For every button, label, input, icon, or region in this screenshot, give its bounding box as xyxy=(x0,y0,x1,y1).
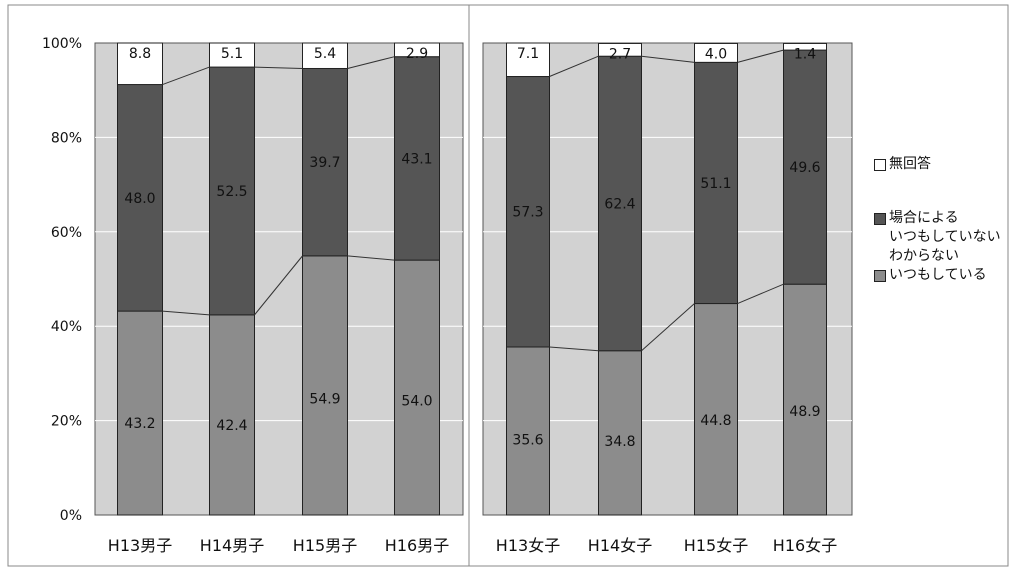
data-label-no-answer: 8.8 xyxy=(129,46,151,62)
data-label-always: 42.4 xyxy=(216,418,247,434)
data-label-always: 44.8 xyxy=(700,413,731,429)
data-label-no-answer: 7.1 xyxy=(517,46,539,62)
category-label: H13男子 xyxy=(108,536,172,555)
y-tick-label: 20% xyxy=(51,414,82,430)
bar-segment-sometimes xyxy=(506,76,550,348)
bar-segment-sometimes xyxy=(783,49,827,285)
data-label-sometimes: 62.4 xyxy=(604,196,635,212)
data-label-always: 43.2 xyxy=(124,416,155,432)
data-label-sometimes: 52.5 xyxy=(216,184,247,200)
y-tick-label: 60% xyxy=(51,225,82,241)
data-label-sometimes: 43.1 xyxy=(401,151,432,167)
legend-item-no-answer: 無回答 xyxy=(874,155,1014,174)
figure-frame xyxy=(7,4,1009,567)
data-label-no-answer: 5.4 xyxy=(314,46,336,62)
bar-segment-no-answer xyxy=(117,42,163,86)
data-label-always: 48.9 xyxy=(789,404,820,420)
bar-segment-sometimes xyxy=(694,61,738,305)
bar-segment-always xyxy=(506,346,550,516)
category-label: H15男子 xyxy=(293,536,357,555)
series-connector-line xyxy=(254,66,303,69)
data-label-sometimes: 49.6 xyxy=(789,160,820,176)
y-tick-label: 40% xyxy=(51,319,82,335)
series-connector-line xyxy=(737,283,784,305)
data-label-always: 54.9 xyxy=(309,391,340,407)
bar-segment-always xyxy=(694,303,738,516)
bar-segment-sometimes xyxy=(598,55,642,352)
bar-segment-always xyxy=(783,283,827,516)
data-label-sometimes: 57.3 xyxy=(512,205,543,221)
category-label: H14女子 xyxy=(588,536,652,555)
bar-segment-no-answer xyxy=(394,42,440,58)
series-connector-line xyxy=(549,55,599,77)
data-label-no-answer: 5.1 xyxy=(221,46,243,62)
legend-label-no-answer: 無回答 xyxy=(889,156,931,172)
series-connector-line xyxy=(162,310,210,316)
data-label-no-answer: 2.9 xyxy=(406,46,428,62)
bar-segment-always xyxy=(302,255,348,516)
series-connector-line xyxy=(641,303,695,352)
data-label-no-answer: 1.4 xyxy=(794,46,816,62)
bar-segment-no-answer xyxy=(598,42,642,57)
legend-swatch-always xyxy=(874,270,886,282)
bar-segment-always xyxy=(394,259,440,516)
data-label-always: 35.6 xyxy=(512,432,543,448)
bar-segment-always xyxy=(209,314,255,516)
series-connector-line xyxy=(347,255,395,261)
category-label: H16女子 xyxy=(773,536,837,555)
data-label-sometimes: 48.0 xyxy=(124,191,155,207)
data-label-always: 34.8 xyxy=(604,434,635,450)
legend: 無回答 場合による いつもしていない わからない いつもしている xyxy=(874,155,1014,285)
category-label: H16男子 xyxy=(385,536,449,555)
category-label: H14男子 xyxy=(200,536,264,555)
bar-segment-no-answer xyxy=(209,42,255,68)
legend-label-sometimes: 場合による いつもしていない わからない xyxy=(889,210,1001,264)
category-label: H15女子 xyxy=(684,536,748,555)
y-tick-label: 100% xyxy=(42,36,82,52)
bar-segment-no-answer xyxy=(302,42,348,69)
bar-segment-sometimes xyxy=(394,56,440,261)
y-tick-label: 0% xyxy=(60,508,82,524)
data-label-sometimes: 39.7 xyxy=(309,155,340,171)
legend-swatch-sometimes xyxy=(874,213,886,225)
series-connector-line xyxy=(641,55,695,63)
data-label-no-answer: 2.7 xyxy=(609,46,631,62)
bar-segment-no-answer xyxy=(506,42,550,78)
series-connector-line xyxy=(549,346,599,352)
legend-item-sometimes: 場合による いつもしていない わからない xyxy=(874,209,1014,266)
bar-segment-no-answer xyxy=(694,42,738,63)
legend-label-always: いつもしている xyxy=(889,267,987,283)
series-connector-line xyxy=(254,255,303,316)
bar-segment-sometimes xyxy=(117,84,163,312)
legend-swatch-no-answer xyxy=(874,159,886,171)
series-connector-line xyxy=(162,66,210,86)
bar-segment-no-answer xyxy=(783,42,827,51)
series-connector-line xyxy=(737,49,784,63)
data-label-no-answer: 4.0 xyxy=(705,46,727,62)
series-connector-line xyxy=(347,56,395,69)
data-label-always: 54.0 xyxy=(401,393,432,409)
data-label-sometimes: 51.1 xyxy=(700,176,731,192)
bar-segment-sometimes xyxy=(302,67,348,257)
y-tick-label: 80% xyxy=(51,130,82,146)
bar-segment-sometimes xyxy=(209,66,255,316)
category-label: H13女子 xyxy=(496,536,560,555)
bar-segment-always xyxy=(598,350,642,516)
bar-segment-always xyxy=(117,310,163,516)
legend-item-always: いつもしている xyxy=(874,266,1014,285)
